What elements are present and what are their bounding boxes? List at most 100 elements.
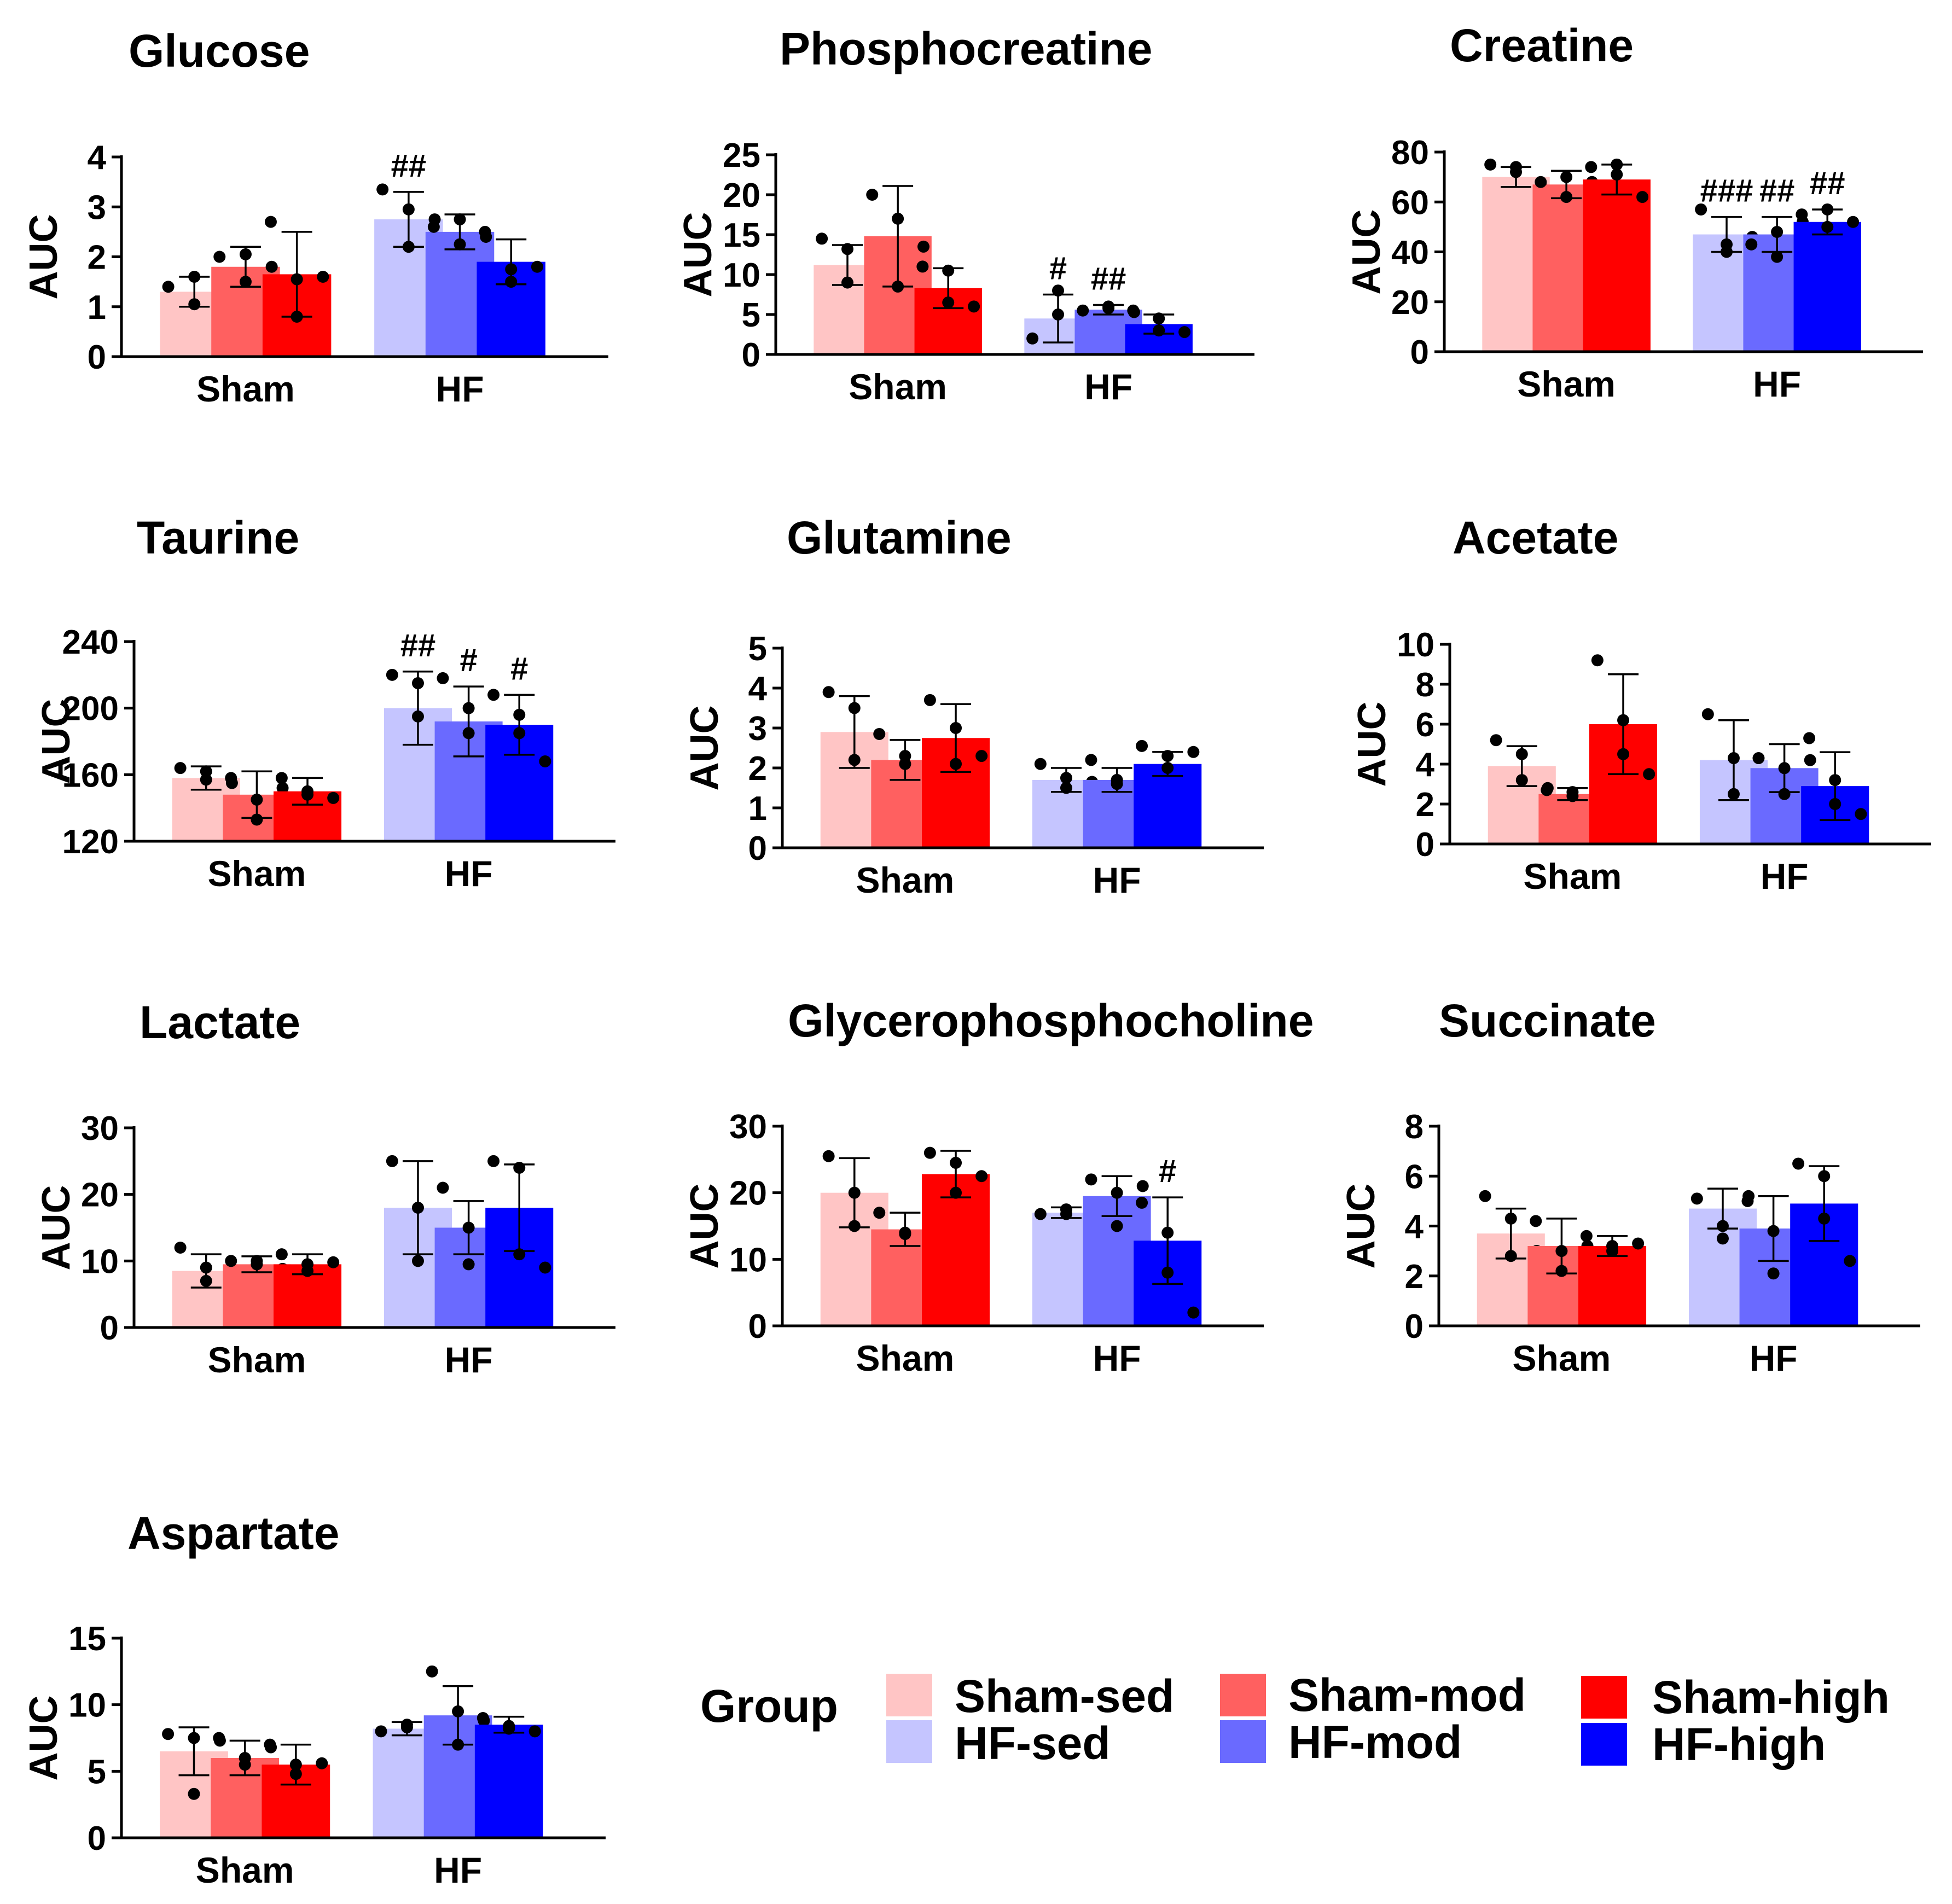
data-point (822, 686, 835, 698)
data-point (899, 1228, 911, 1241)
data-point (1611, 158, 1623, 171)
data-point (1127, 304, 1140, 317)
data-point (462, 1258, 475, 1271)
data-point (174, 1242, 187, 1254)
y-axis-label: AUC (1339, 1184, 1383, 1269)
y-axis-label: AUC (676, 212, 720, 298)
data-point (950, 1186, 962, 1199)
data-point (841, 243, 854, 255)
y-tick-label: 4 (748, 670, 768, 708)
data-point (848, 702, 861, 714)
data-point (923, 1146, 936, 1159)
data-point (1510, 166, 1523, 178)
data-point (411, 1202, 424, 1214)
chart-aspartate: Aspartate AUC Sham HF 0 5 10 15 (22, 1507, 606, 1890)
data-point (1161, 750, 1174, 762)
data-point (1060, 1208, 1072, 1220)
data-point (462, 1221, 475, 1234)
data-point (1804, 754, 1816, 766)
data-point (452, 1705, 464, 1717)
significance-label: ## (1810, 166, 1845, 201)
data-point (454, 213, 466, 226)
data-point (1580, 1230, 1593, 1242)
y-tick-label: 120 (62, 823, 119, 861)
legend-label-hf-mod: HF-mod (1288, 1716, 1462, 1768)
significance-label: # (460, 643, 477, 678)
data-point (848, 754, 861, 766)
chart-succinate: Succinate AUC Sham HF 0 2 4 6 8 (1339, 995, 1920, 1378)
data-point (1745, 238, 1758, 251)
data-point (1585, 161, 1597, 173)
x-tick-label: HF (445, 853, 493, 894)
data-point (402, 203, 415, 216)
data-point (1818, 1212, 1831, 1225)
y-tick-label: 10 (723, 257, 760, 294)
data-point (452, 1738, 464, 1751)
y-tick-label: 25 (723, 137, 760, 174)
data-point (822, 1150, 835, 1162)
data-point (1111, 1220, 1123, 1232)
data-point (873, 1207, 886, 1219)
data-point (950, 1156, 962, 1169)
y-tick-label: 0 (88, 339, 106, 376)
y-tick-label: 0 (1405, 1308, 1424, 1346)
x-tick-label: Sham (208, 853, 306, 894)
y-tick-label: 4 (88, 139, 107, 177)
data-point (251, 813, 263, 826)
data-point (1052, 284, 1065, 297)
chart-lactate: Lactate AUC Sham HF 0 10 20 30 (34, 997, 615, 1380)
data-point (1566, 786, 1579, 799)
data-point (528, 1725, 541, 1738)
chart-title: Lactate (140, 997, 300, 1048)
data-point (816, 232, 828, 245)
data-point (1515, 748, 1528, 760)
x-tick-label: Sham (196, 369, 295, 409)
data-point (1504, 1250, 1517, 1262)
data-point (276, 782, 289, 794)
y-axis-label: AUC (683, 1184, 727, 1269)
data-point (251, 1255, 263, 1267)
y-tick-label: 2 (748, 750, 767, 788)
data-point (1829, 798, 1841, 810)
data-point (462, 702, 475, 714)
data-point (1555, 1245, 1568, 1257)
data-point (916, 260, 929, 273)
y-tick-label: 0 (748, 1308, 767, 1346)
chart-title: Glucose (129, 25, 310, 77)
data-point (188, 271, 201, 283)
data-point (1721, 246, 1733, 258)
significance-label: # (1049, 251, 1067, 287)
y-tick-label: 10 (1397, 626, 1434, 664)
data-point (1187, 746, 1200, 758)
y-tick-label: 0 (88, 1820, 106, 1858)
x-tick-label: Sham (1524, 856, 1622, 896)
chart-title: Aspartate (127, 1507, 339, 1559)
data-point (899, 758, 911, 770)
x-tick-label: Sham (856, 860, 955, 900)
y-axis-label: AUC (34, 699, 78, 784)
data-point (1617, 748, 1630, 760)
data-point (1111, 773, 1123, 786)
data-point (1778, 788, 1791, 800)
data-point (400, 1719, 413, 1731)
data-point (950, 722, 962, 734)
data-point (1060, 782, 1072, 794)
data-point (1752, 752, 1765, 765)
data-point (892, 212, 904, 225)
x-tick-label: HF (1761, 856, 1809, 896)
data-point (539, 755, 551, 767)
y-tick-label: 0 (1416, 826, 1434, 864)
data-point (923, 694, 936, 706)
y-tick-label: 1 (88, 289, 106, 327)
legend-label-hf-high: HF-high (1652, 1719, 1826, 1770)
significance-label: ### (1700, 173, 1753, 209)
data-point (200, 1261, 212, 1274)
data-point (437, 1181, 449, 1194)
data-point (386, 668, 398, 681)
y-tick-label: 10 (68, 1687, 106, 1725)
y-tick-label: 10 (81, 1243, 119, 1280)
chart-title: Taurine (137, 512, 299, 563)
y-tick-label: 8 (1416, 666, 1434, 704)
